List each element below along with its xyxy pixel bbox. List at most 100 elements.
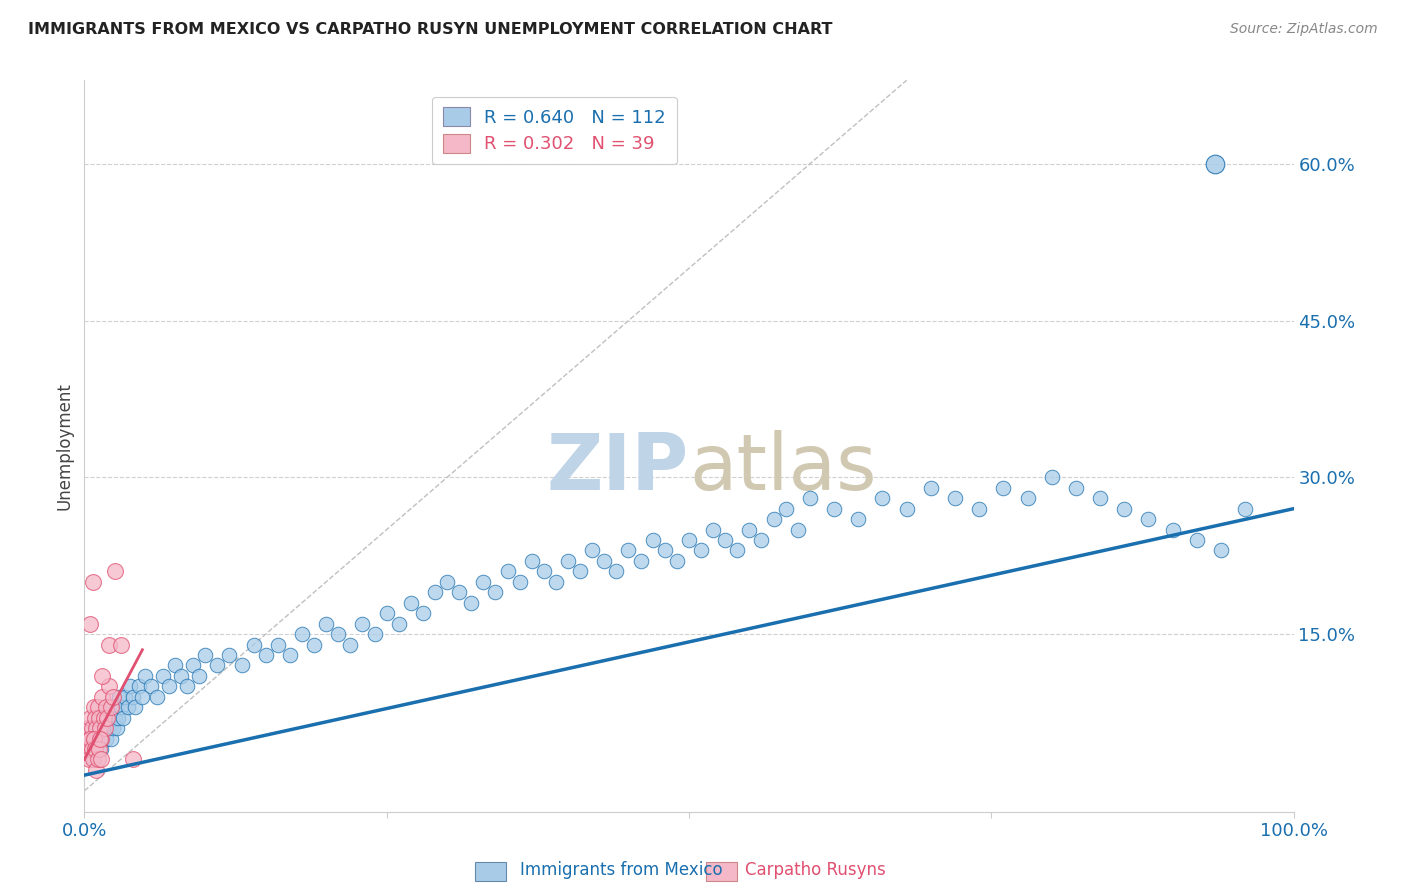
Point (94, 700, 117, 714)
Point (242, 638, 264, 652)
Point (89, 721, 111, 735)
Point (509, 574, 531, 589)
Point (678, 533, 700, 547)
Point (654, 543, 676, 558)
Point (302, 638, 325, 652)
Point (363, 627, 385, 641)
Point (91, 690, 114, 704)
Point (872, 491, 894, 506)
Point (86, 721, 108, 735)
Point (128, 679, 150, 693)
Point (328, 627, 350, 641)
Point (388, 616, 411, 631)
Point (702, 523, 724, 537)
Point (207, 658, 229, 673)
Point (77, 742, 100, 756)
Point (775, 501, 797, 516)
Point (79, 711, 101, 725)
Point (91, 669, 114, 683)
Point (94, 711, 117, 725)
Point (460, 596, 482, 610)
Point (520, 554, 543, 568)
Point (86, 700, 108, 714)
Point (593, 554, 616, 568)
Text: atlas: atlas (689, 430, 876, 506)
Point (103, 721, 125, 735)
Point (97, 638, 120, 652)
Point (1161, 523, 1184, 537)
Point (110, 700, 132, 714)
Point (80, 721, 103, 735)
Point (134, 669, 156, 683)
Text: Source: ZipAtlas.com: Source: ZipAtlas.com (1230, 22, 1378, 37)
Point (786, 523, 808, 537)
Point (84, 742, 107, 756)
Point (896, 501, 918, 516)
Point (100, 731, 122, 746)
Point (96, 711, 118, 725)
Point (79, 731, 101, 746)
Point (94, 731, 117, 746)
Point (139, 679, 162, 693)
Point (83, 752, 105, 766)
Point (100, 700, 122, 714)
Legend: R = 0.640   N = 112, R = 0.302   N = 39: R = 0.640 N = 112, R = 0.302 N = 39 (432, 96, 676, 164)
Point (87, 731, 110, 746)
Point (157, 679, 180, 693)
Point (94, 721, 117, 735)
Point (89, 721, 111, 735)
Point (544, 574, 567, 589)
Point (98, 711, 121, 725)
Point (90, 752, 112, 766)
Point (267, 638, 290, 652)
Point (82, 752, 104, 766)
Point (80, 742, 103, 756)
Point (399, 596, 422, 610)
Point (89, 731, 111, 746)
Point (107, 711, 129, 725)
Point (87, 711, 110, 725)
Point (472, 574, 495, 589)
Point (104, 700, 127, 714)
Point (714, 533, 737, 547)
Point (823, 501, 845, 516)
Point (581, 543, 603, 558)
Point (291, 627, 314, 641)
Point (630, 554, 652, 568)
Point (339, 638, 361, 652)
Point (617, 543, 640, 558)
Point (1114, 501, 1136, 516)
Point (152, 669, 174, 683)
Point (665, 554, 688, 568)
Point (1234, 501, 1257, 516)
Y-axis label: Unemployment: Unemployment (55, 382, 73, 510)
Point (83, 731, 105, 746)
Point (110, 638, 132, 652)
Point (605, 565, 627, 579)
Point (1088, 491, 1111, 506)
Point (82, 574, 104, 589)
Point (84, 711, 107, 725)
Point (77, 721, 100, 735)
Point (569, 565, 592, 579)
Point (104, 565, 127, 579)
Point (1209, 543, 1232, 558)
Point (97, 721, 120, 735)
Point (104, 711, 127, 725)
Point (112, 711, 135, 725)
Point (146, 690, 169, 704)
Point (114, 690, 136, 704)
Point (315, 616, 337, 631)
Point (165, 658, 187, 673)
Point (82, 731, 104, 746)
Point (496, 565, 519, 579)
Point (1017, 491, 1039, 506)
Point (82, 731, 104, 746)
Point (117, 700, 139, 714)
Point (1064, 481, 1087, 495)
Point (79, 616, 101, 631)
Point (352, 616, 374, 631)
Text: IMMIGRANTS FROM MEXICO VS CARPATHO RUSYN UNEMPLOYMENT CORRELATION CHART: IMMIGRANTS FROM MEXICO VS CARPATHO RUSYN… (28, 22, 832, 37)
Point (231, 658, 253, 673)
Point (79, 742, 101, 756)
